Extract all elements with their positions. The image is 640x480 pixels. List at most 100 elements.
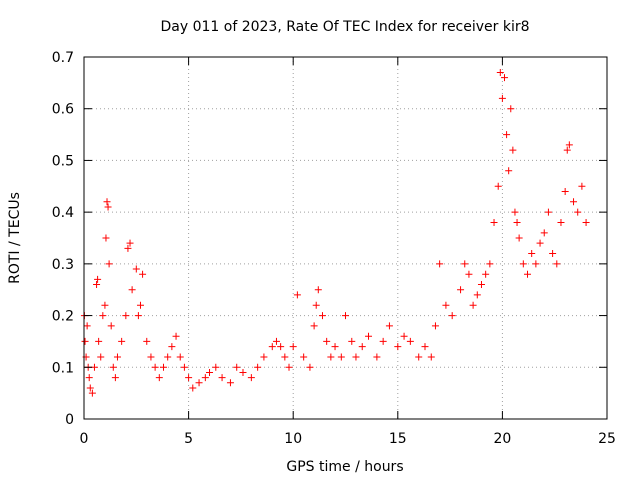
data-point [147,353,155,361]
data-point [201,374,209,382]
data-point [300,353,308,361]
data-point [561,187,569,195]
data-point [348,337,356,345]
data-point [168,343,176,351]
x-tick-label: 10 [284,431,302,447]
data-point [143,337,151,345]
data-point [469,301,477,309]
x-tick-label: 5 [184,431,193,447]
data-point [172,332,180,340]
chart-title: Day 011 of 2023, Rate Of TEC Index for r… [160,19,529,35]
data-point [457,286,465,294]
data-point [448,312,456,320]
data-point [212,363,220,371]
x-tick-label: 20 [493,431,511,447]
data-point [109,363,117,371]
data-point [206,368,214,376]
data-point [500,74,508,82]
data-point [565,141,573,149]
data-point [180,363,188,371]
data-point [254,363,262,371]
data-point [81,337,89,345]
data-point [431,322,439,330]
data-point [306,363,314,371]
y-tick-label: 0.4 [52,205,74,221]
data-point [373,353,381,361]
data-point [482,270,490,278]
data-point [93,281,101,289]
data-point [226,379,234,387]
x-tick-label: 15 [389,431,407,447]
data-point [88,389,96,397]
x-tick-labels: 0 5 10 15 20 25 [80,431,616,447]
data-point [185,374,193,382]
data-point [90,363,98,371]
data-point [519,260,527,268]
data-point [540,229,548,237]
data-point [268,343,276,351]
y-tick-label: 0 [65,412,74,428]
data-point [122,312,130,320]
data-point [118,337,126,345]
data-point [136,301,144,309]
data-point [505,167,513,175]
data-point [128,286,136,294]
data-point [124,244,132,252]
data-point [532,260,540,268]
data-point [103,198,111,206]
data-point [134,312,142,320]
data-point [461,260,469,268]
data-point [473,291,481,299]
data-point [352,353,360,361]
data-point [557,218,565,226]
data-point [277,343,285,351]
data-point [494,182,502,190]
data-point [549,250,557,258]
data-point [442,301,450,309]
data-point [218,374,226,382]
data-point [247,374,255,382]
grid-lines [84,57,607,419]
data-point [95,337,103,345]
data-point [86,384,94,392]
data-point [189,384,197,392]
data-point [490,218,498,226]
data-point [465,270,473,278]
data-point [327,353,335,361]
data-point [503,131,511,139]
data-point [400,332,408,340]
data-point [507,105,515,113]
data-point [574,208,582,216]
data-point [314,286,322,294]
data-point [83,322,91,330]
data-point [101,301,109,309]
data-point [394,343,402,351]
x-tick-label: 0 [80,431,89,447]
x-axis-title: GPS time / hours [286,459,403,475]
data-point [406,337,414,345]
data-point [97,353,105,361]
data-point [293,291,301,299]
data-point [281,353,289,361]
data-point [421,343,429,351]
data-point [272,337,280,345]
data-point [385,322,393,330]
data-point [176,353,184,361]
data-point [323,337,331,345]
data-point [102,234,110,242]
data-point [239,368,247,376]
data-point [111,374,119,382]
data-point [536,239,544,247]
y-tick-label: 0.1 [52,360,74,376]
data-point [553,260,561,268]
y-tick-label: 0.2 [52,309,74,325]
data-point [233,363,241,371]
y-tick-label: 0.6 [52,102,74,118]
data-point [570,198,578,206]
data-point [486,260,494,268]
data-point [331,343,339,351]
data-point [151,363,159,371]
data-point [358,343,366,351]
data-point [164,353,172,361]
data-point [94,275,102,283]
